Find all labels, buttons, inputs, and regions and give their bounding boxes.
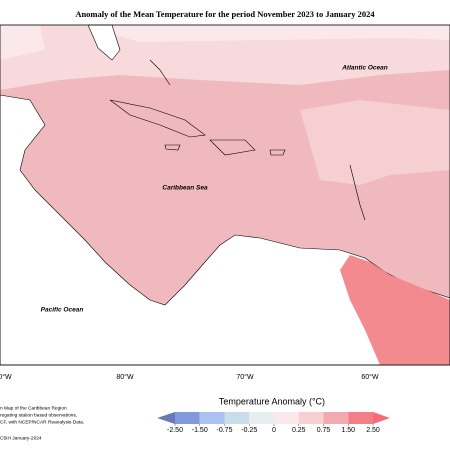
pale-shade [0,25,45,60]
legend-tick-label: 1.50 [341,427,355,434]
map: Atlantic Ocean Caribbean Sea Pacific Oce… [0,24,450,366]
legend-arrow [157,412,175,424]
legend-tick-label: -0.75 [217,427,233,434]
longitude-label: 60°W [361,373,379,381]
legend-swatch [249,412,274,424]
legend-tick-label: 0.75 [317,427,331,434]
legend-swatch [348,412,373,424]
legend-swatch [298,412,324,424]
longitude-label: 70°W [236,373,254,381]
cuba [109,99,206,138]
legend-tick-label: -1.50 [192,427,208,434]
legend-tick-label: -2.50 [167,427,183,434]
legend-tick-label: 2.50 [366,427,380,434]
hispaniola [209,139,256,156]
legend: -2.50 -1.50 -0.75 -0.25 0 0.25 0.75 1.50 2.50 [157,412,390,434]
ocean-label: Caribbean Sea [162,185,208,192]
legend-swatch [175,412,200,424]
legend-tick-label: 0.25 [292,427,306,434]
pale-shade [300,100,450,185]
legend-title: Temperature Anomaly (°C) [219,396,325,406]
jamaica [164,144,181,151]
legend-swatch [224,412,250,424]
pale-shade [80,25,450,42]
legend-swatch [199,412,225,424]
footnote: n Map of the Caribbean Region [0,405,67,411]
footnote: regating station based observations, [0,412,77,418]
map-frame [0,24,450,366]
footnote: C5IH January-2024 [0,435,42,441]
legend-arrow [373,412,390,424]
islands [149,59,366,221]
puerto-rico [269,149,286,156]
title: Anomaly of the Mean Temperature for the … [75,9,375,19]
legend-swatch [274,412,299,424]
footnote: CF, with NCEP/NCAR Reanalysis Data. [0,419,84,425]
longitude-label: 90°W [0,373,12,381]
legend-swatch [323,412,349,424]
legend-tick-label: 0 [272,427,276,434]
ocean-label: Pacific Ocean [41,307,84,314]
ocean-label: Atlantic Ocean [341,65,388,72]
legend-tick-label: -0.25 [241,427,257,434]
warm-shade [340,255,450,365]
longitude-label: 80°W [116,373,134,381]
